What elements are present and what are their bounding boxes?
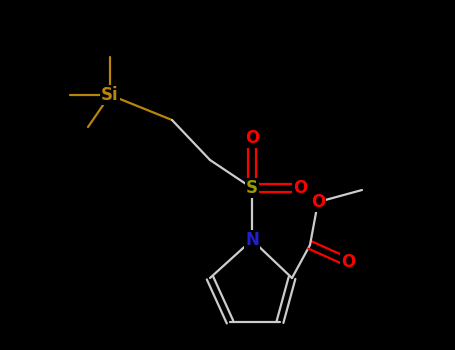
Text: O: O [245, 129, 259, 147]
Text: O: O [311, 193, 325, 211]
Text: S: S [246, 179, 258, 197]
Text: Si: Si [101, 86, 119, 104]
Text: O: O [293, 179, 307, 197]
Text: N: N [245, 231, 259, 249]
Text: O: O [341, 253, 355, 271]
